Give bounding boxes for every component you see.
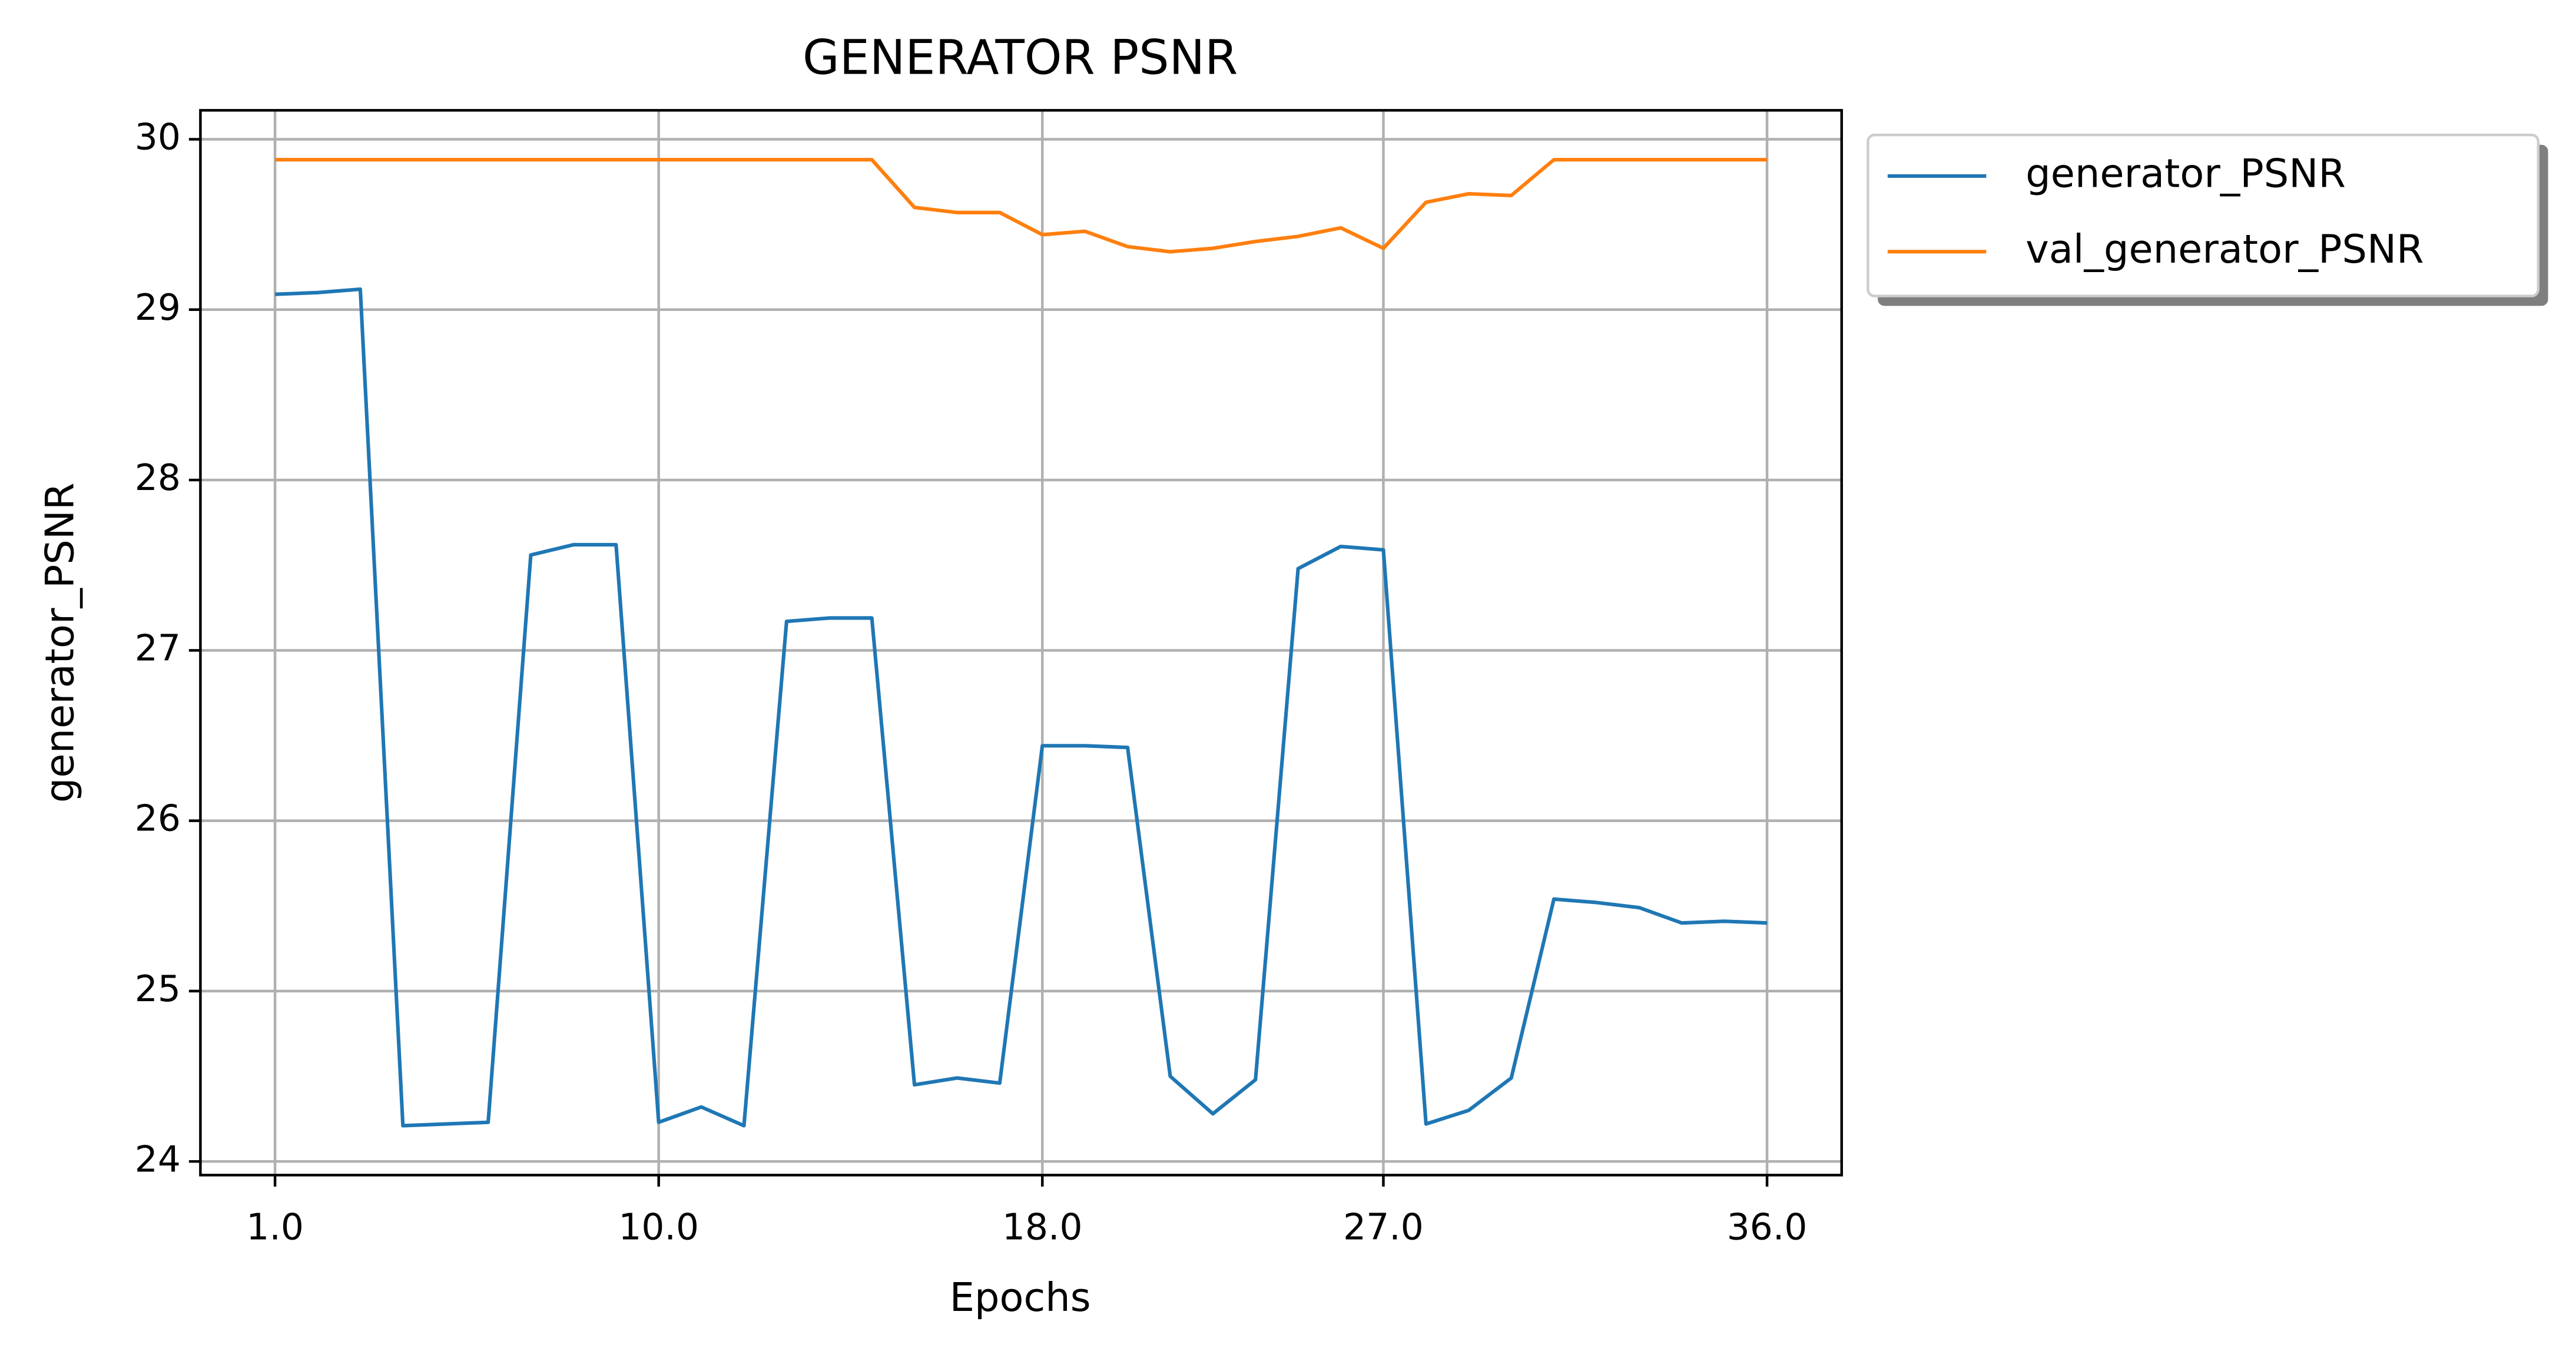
data-line (275, 158, 1768, 254)
x-tick-label: 1.0 (246, 1206, 304, 1248)
x-tick-label: 18.0 (1002, 1206, 1083, 1248)
x-tick-label: 36.0 (1727, 1206, 1808, 1248)
y-axis-label: generator_PSNR (37, 483, 83, 803)
y-tick-label: 30 (135, 117, 181, 158)
y-tick-label: 26 (135, 798, 181, 840)
y-tick-label: 29 (135, 287, 181, 329)
x-axis-label: Epochs (950, 1274, 1091, 1320)
y-tick-label: 24 (135, 1138, 181, 1180)
legend-label: generator_PSNR (2025, 150, 2346, 196)
x-tick-label: 27.0 (1343, 1206, 1424, 1248)
y-tick-label: 25 (135, 968, 181, 1010)
legend (1866, 133, 2540, 297)
x-tick-label: 10.0 (618, 1206, 699, 1248)
legend-label: val_generator_PSNR (2025, 226, 2424, 272)
plot-frame (199, 109, 1844, 1177)
chart-title: GENERATOR PSNR (803, 31, 1238, 86)
y-tick-label: 27 (135, 627, 181, 669)
y-tick-label: 28 (135, 457, 181, 499)
data-line (274, 287, 1768, 1128)
